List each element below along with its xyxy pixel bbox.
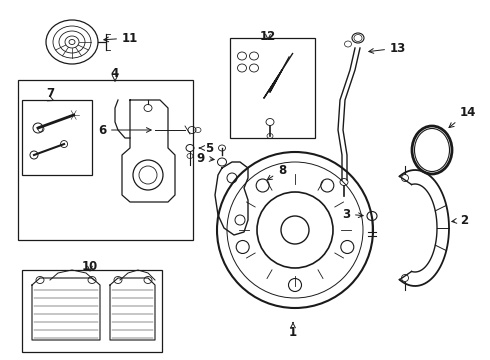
Text: 6: 6 [98, 123, 151, 136]
Text: 12: 12 [260, 30, 276, 42]
Text: 2: 2 [452, 213, 468, 226]
Text: 9: 9 [197, 152, 214, 165]
Bar [22, 270, 162, 352]
Text: 14: 14 [449, 105, 476, 127]
Bar [22, 100, 92, 175]
Text: 7: 7 [46, 87, 54, 100]
Text: 5: 5 [199, 141, 213, 154]
Text: 8: 8 [267, 163, 286, 180]
Bar [230, 38, 315, 138]
Text: 11: 11 [104, 32, 138, 45]
Text: 4: 4 [111, 67, 119, 80]
Text: 10: 10 [82, 261, 98, 274]
Text: 3: 3 [342, 207, 363, 220]
Text: 1: 1 [289, 323, 297, 338]
Bar [18, 80, 193, 240]
Text: 13: 13 [369, 41, 406, 54]
